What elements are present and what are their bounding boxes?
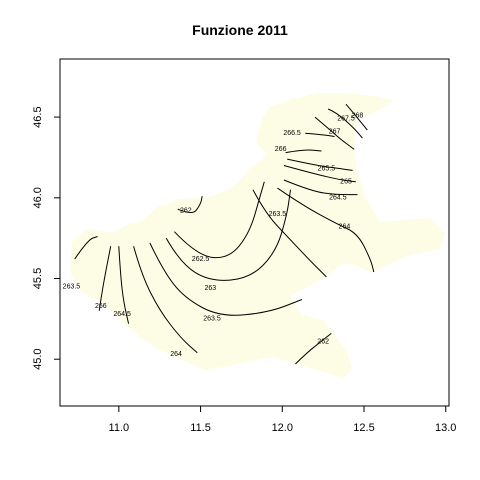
contour-label: 262.5 [192, 256, 210, 263]
contour-line [277, 187, 375, 273]
x-tick-label: 11.0 [109, 422, 130, 434]
contour-label: 267.5 [337, 116, 355, 123]
contour-line [133, 246, 198, 354]
contour-line [149, 242, 303, 316]
contour-line [285, 149, 322, 154]
contour-line [305, 132, 335, 137]
contour-lines: 263.5 266 264.5 264 263.5 263 262.5 262 263.5 264… [63, 103, 375, 365]
y-tick-label: 45.0 [32, 348, 44, 369]
contour-label: 263.5 [203, 316, 221, 323]
contour-label: 264 [339, 224, 351, 231]
contour-line [98, 246, 112, 311]
contour-line [345, 103, 368, 131]
x-tick-label: 12.0 [272, 422, 293, 434]
contour-line [283, 179, 358, 196]
contour-line [287, 158, 353, 171]
contour-line [295, 333, 332, 365]
contour-label: 264.5 [329, 195, 347, 202]
contour-label: 262 [317, 338, 329, 345]
contour-label: 268 [352, 112, 364, 119]
contour-label: 266 [275, 146, 287, 153]
x-tick-label: 11.5 [190, 422, 211, 434]
contour-label: 266 [95, 303, 107, 310]
contour-line [165, 189, 291, 281]
contour-label: 262 [180, 208, 192, 215]
contour-label: 263.5 [63, 283, 81, 290]
contour-label: 265 [340, 179, 352, 186]
y-tick-label: 46.5 [32, 106, 44, 127]
x-tick-label: 12.5 [353, 422, 374, 434]
contour-line [174, 181, 265, 259]
contour-line [252, 189, 327, 278]
study-region [70, 93, 445, 378]
x-tick-label: 13.0 [435, 422, 456, 434]
contour-label: 264.5 [113, 311, 131, 318]
x-axis: 11.0 11.5 12.0 12.5 13.0 [109, 405, 456, 434]
contour-label: 267 [329, 128, 341, 135]
contour-line [118, 246, 130, 324]
y-tick-label: 46.0 [32, 187, 44, 208]
contour-line [327, 108, 363, 139]
contour-label: 263.5 [269, 211, 287, 218]
contour-line [74, 236, 98, 260]
contour-label: 266.5 [283, 130, 301, 137]
contour-label: 265.5 [318, 166, 336, 173]
contour-line [177, 196, 203, 214]
chart-title: Funzione 2011 [192, 22, 288, 38]
y-axis: 45.0 45.5 46.0 46.5 [32, 106, 61, 370]
contour-line [283, 165, 356, 183]
y-tick-label: 45.5 [32, 268, 44, 289]
contour-line [314, 116, 355, 150]
contour-label: 264 [170, 351, 182, 358]
contour-label: 263 [205, 285, 217, 292]
